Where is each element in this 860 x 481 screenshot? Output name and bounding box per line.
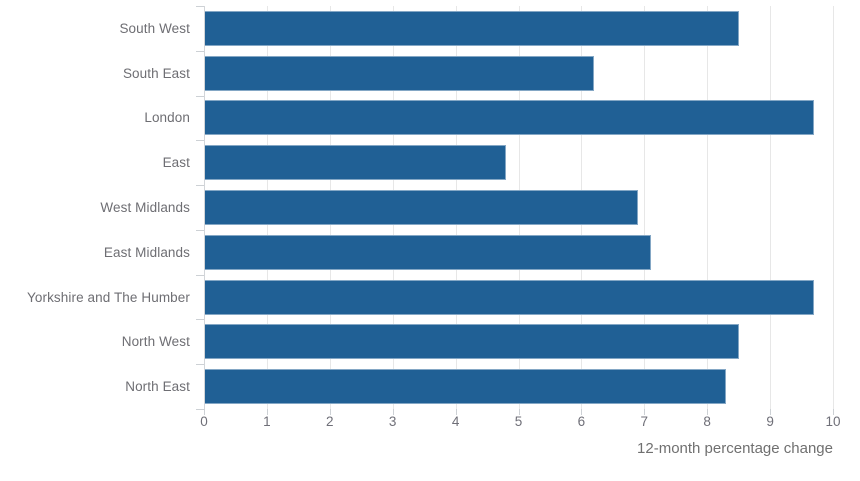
category-label-south-west: South West bbox=[119, 20, 190, 36]
bar-band bbox=[204, 51, 833, 96]
category-label-south-east: South East bbox=[122, 65, 190, 81]
x-axis-label-10: 10 bbox=[825, 414, 841, 429]
bar-yorkshire-and-the-humber[interactable] bbox=[204, 279, 815, 315]
bar-north-east[interactable] bbox=[204, 369, 727, 405]
y-axis-tick bbox=[196, 319, 204, 320]
bar-north-west[interactable] bbox=[204, 324, 739, 360]
x-axis-tick-5 bbox=[518, 409, 520, 415]
bar-band bbox=[204, 96, 833, 141]
y-axis-tick bbox=[196, 275, 204, 276]
x-axis-tick-0 bbox=[204, 409, 205, 415]
bar-east-midlands[interactable] bbox=[204, 234, 651, 270]
gridline-x-8 bbox=[707, 6, 709, 409]
gridline-x-9 bbox=[770, 6, 772, 409]
gridline-x-7 bbox=[644, 6, 646, 409]
x-axis-label-9: 9 bbox=[766, 414, 774, 429]
bar-band bbox=[204, 230, 833, 275]
bar-south-west[interactable] bbox=[204, 10, 739, 46]
x-axis-label-6: 6 bbox=[577, 414, 586, 429]
bar-south-east[interactable] bbox=[204, 55, 594, 91]
x-axis-title: 12-month percentage change bbox=[637, 440, 833, 457]
x-axis-label-7: 7 bbox=[640, 414, 649, 429]
bar-band bbox=[204, 319, 833, 364]
x-axis-label-4: 4 bbox=[451, 414, 460, 429]
x-axis-tick-10 bbox=[833, 409, 834, 415]
y-axis-tick bbox=[196, 6, 204, 7]
y-axis-tick bbox=[196, 230, 204, 231]
category-label-west-midlands: West Midlands bbox=[100, 199, 190, 215]
gridline-x-10 bbox=[833, 6, 834, 409]
category-label-yorkshire-and-the-humber: Yorkshire and The Humber bbox=[27, 289, 190, 305]
x-axis-label-1: 1 bbox=[263, 414, 271, 429]
bar-london[interactable] bbox=[204, 100, 815, 136]
bar-band bbox=[204, 6, 833, 51]
x-axis-tick-8 bbox=[707, 409, 709, 415]
x-axis-tick-6 bbox=[581, 409, 583, 415]
category-label-north-west: North West bbox=[121, 334, 190, 350]
category-label-north-east: North East bbox=[125, 379, 190, 395]
x-axis-tick-2 bbox=[329, 409, 331, 415]
y-axis-tick bbox=[196, 409, 204, 410]
y-axis-tick bbox=[196, 185, 204, 186]
y-axis-tick bbox=[196, 51, 204, 52]
bar-band bbox=[204, 140, 833, 185]
x-axis-label-2: 2 bbox=[326, 414, 334, 429]
category-axis: South West South East London East West Midla… bbox=[0, 6, 204, 409]
bar-band bbox=[204, 275, 833, 320]
x-axis-tick-7 bbox=[644, 409, 646, 415]
x-axis-label-0: 0 bbox=[200, 414, 208, 429]
x-axis-label-5: 5 bbox=[514, 414, 523, 429]
x-axis-label-3: 3 bbox=[388, 414, 397, 429]
category-label-east: East bbox=[162, 155, 190, 171]
x-axis-tick-3 bbox=[392, 409, 394, 415]
x-axis-labels: 0 1 2 3 4 5 6 7 8 9 10 bbox=[200, 414, 840, 432]
bar-east[interactable] bbox=[204, 145, 506, 181]
category-label-east-midlands: East Midlands bbox=[103, 244, 190, 260]
plot-area bbox=[196, 6, 834, 410]
y-axis-tick bbox=[196, 364, 204, 365]
y-axis-tick bbox=[196, 96, 204, 97]
x-axis-label-8: 8 bbox=[703, 414, 711, 429]
x-axis-tick-1 bbox=[266, 409, 268, 415]
y-axis-line bbox=[204, 6, 205, 409]
category-label-london: London bbox=[144, 110, 190, 126]
bar-west-midlands[interactable] bbox=[204, 189, 638, 225]
bar-rows bbox=[204, 6, 833, 409]
bar-band bbox=[204, 364, 833, 409]
x-axis-tick-4 bbox=[455, 409, 457, 415]
bar-band bbox=[204, 185, 833, 230]
x-axis-ticks bbox=[204, 409, 834, 415]
x-axis-tick-9 bbox=[770, 409, 772, 415]
y-axis-tick bbox=[196, 140, 204, 141]
